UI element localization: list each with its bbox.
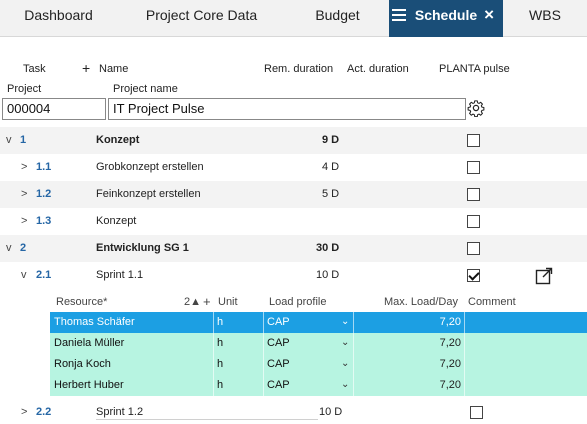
- header-planta-pulse: PLANTA pulse: [439, 63, 510, 75]
- divider: [96, 419, 318, 420]
- max-load-value: 7,20: [439, 379, 461, 391]
- wbs-number: 1.2: [36, 188, 52, 200]
- resource-row[interactable]: Herbert Huber h CAP ⌄ 7,20: [50, 375, 587, 396]
- wbs-number: 1.3: [36, 215, 52, 227]
- planta-pulse-checkbox[interactable]: [467, 161, 480, 174]
- tree-row[interactable]: > 1.3 Konzept: [0, 208, 587, 235]
- wbs-number: 1: [20, 134, 27, 146]
- tab-schedule-label: Schedule: [414, 7, 478, 23]
- load-profile-select[interactable]: CAP: [267, 379, 290, 391]
- planta-pulse-checkbox[interactable]: [467, 215, 480, 228]
- tab-wbs[interactable]: WBS: [529, 7, 561, 23]
- add-resource-button[interactable]: +: [203, 294, 211, 309]
- chevron-down-icon[interactable]: ⌄: [341, 316, 350, 327]
- header-name: Name: [99, 63, 129, 75]
- tab-schedule[interactable]: Schedule ×: [389, 0, 503, 37]
- max-load-header: Max. Load/Day: [384, 296, 458, 308]
- resource-name: Daniela Müller: [54, 337, 125, 349]
- resource-unit: h: [217, 358, 224, 370]
- header-rem-duration: Rem. duration: [264, 63, 334, 75]
- load-profile-select[interactable]: CAP: [267, 337, 290, 349]
- tree-row[interactable]: > 2.2 Sprint 1.2 10 D: [0, 399, 587, 424]
- gear-icon[interactable]: [467, 99, 485, 117]
- resource-unit: h: [217, 316, 224, 328]
- max-load-value: 7,20: [439, 337, 461, 349]
- resource-header: Resource*: [56, 296, 108, 308]
- chevron-down-icon[interactable]: ⌄: [341, 358, 350, 369]
- resource-unit: h: [217, 337, 224, 349]
- resource-unit: h: [217, 379, 224, 391]
- project-label: Project: [7, 83, 42, 95]
- load-profile-header: Load profile: [269, 296, 327, 308]
- expand-chevron-icon[interactable]: >: [21, 161, 28, 173]
- project-id-field[interactable]: 000004: [2, 98, 106, 120]
- rem-duration: 9 D: [322, 134, 340, 146]
- add-column-button[interactable]: +: [82, 60, 91, 76]
- open-external-icon[interactable]: [535, 267, 553, 285]
- tree-row[interactable]: v 2 Entwicklung SG 1 30 D: [0, 235, 587, 262]
- rem-duration: 10 D: [316, 269, 340, 281]
- resource-row[interactable]: Ronja Koch h CAP ⌄ 7,20: [50, 354, 587, 375]
- planta-pulse-checkbox[interactable]: [467, 242, 480, 255]
- planta-pulse-checkbox[interactable]: [470, 406, 483, 419]
- menu-icon[interactable]: [392, 9, 406, 21]
- wbs-number: 2.2: [36, 406, 52, 418]
- task-name: Feinkonzept erstellen: [96, 188, 201, 200]
- wbs-number: 2.1: [36, 269, 52, 281]
- task-name: Sprint 1.1: [96, 269, 144, 281]
- header-task: Task: [23, 63, 46, 75]
- load-profile-select[interactable]: CAP: [267, 316, 290, 328]
- planta-pulse-checkbox[interactable]: [467, 188, 480, 201]
- sort-indicator[interactable]: 2▲: [184, 296, 202, 308]
- tree-row[interactable]: v 2.1 Sprint 1.1 10 D: [0, 262, 587, 289]
- resource-name: Thomas Schäfer: [54, 316, 135, 328]
- max-load-value: 7,20: [439, 316, 461, 328]
- task-name: Sprint 1.2: [96, 406, 144, 418]
- chevron-down-icon[interactable]: ⌄: [341, 379, 350, 390]
- tree-row[interactable]: > 1.2 Feinkonzept erstellen 5 D: [0, 181, 587, 208]
- expand-chevron-icon[interactable]: >: [21, 188, 28, 200]
- resource-name: Herbert Huber: [54, 379, 124, 391]
- planta-pulse-checkbox[interactable]: [467, 269, 480, 282]
- task-name: Grobkonzept erstellen: [96, 161, 204, 173]
- resource-name: Ronja Koch: [54, 358, 111, 370]
- comment-header: Comment: [468, 296, 516, 308]
- expand-chevron-icon[interactable]: >: [21, 215, 28, 227]
- tab-project-core-data[interactable]: Project Core Data: [145, 7, 258, 23]
- load-profile-select[interactable]: CAP: [267, 358, 290, 370]
- planta-pulse-checkbox[interactable]: [467, 134, 480, 147]
- tree-row[interactable]: > 1.1 Grobkonzept erstellen 4 D: [0, 154, 587, 181]
- unit-header: Unit: [218, 296, 238, 308]
- collapse-chevron-icon[interactable]: v: [6, 242, 12, 254]
- rem-duration: 30 D: [316, 242, 340, 254]
- chevron-down-icon[interactable]: ⌄: [341, 337, 350, 348]
- task-name: Konzept: [96, 134, 140, 146]
- collapse-chevron-icon[interactable]: v: [21, 269, 27, 281]
- tab-bar: Dashboard Project Core Data Budget Sched…: [0, 0, 587, 37]
- collapse-chevron-icon[interactable]: v: [6, 134, 12, 146]
- tab-dashboard[interactable]: Dashboard: [24, 7, 93, 23]
- tree-row[interactable]: v 1 Konzept 9 D: [0, 127, 587, 154]
- rem-duration: 4 D: [322, 161, 340, 173]
- wbs-number: 2: [20, 242, 27, 254]
- project-name-field[interactable]: IT Project Pulse: [108, 98, 466, 120]
- max-load-value: 7,20: [439, 358, 461, 370]
- close-icon[interactable]: ×: [484, 5, 494, 24]
- task-name: Entwicklung SG 1: [96, 242, 189, 254]
- header-act-duration: Act. duration: [347, 63, 409, 75]
- task-name: Konzept: [96, 215, 137, 227]
- tab-budget[interactable]: Budget: [315, 7, 360, 23]
- rem-duration: 5 D: [322, 188, 340, 200]
- wbs-number: 1.1: [36, 161, 52, 173]
- resource-row[interactable]: Thomas Schäfer h CAP ⌄ 7,20: [50, 312, 587, 333]
- expand-chevron-icon[interactable]: >: [21, 406, 28, 418]
- resource-row[interactable]: Daniela Müller h CAP ⌄ 7,20: [50, 333, 587, 354]
- project-name-label: Project name: [113, 83, 178, 95]
- rem-duration: 10 D: [319, 406, 343, 418]
